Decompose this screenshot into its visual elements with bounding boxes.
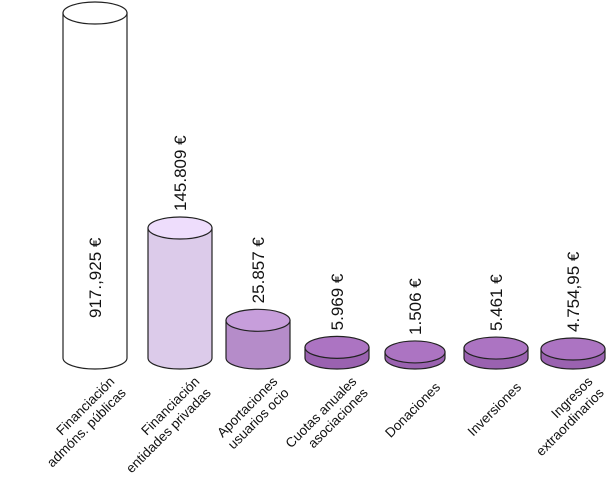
value-label: 25.857 € [249, 237, 268, 304]
cylinder-bar [384, 340, 446, 370]
category-label: Financiaciónentidades privadas [112, 374, 214, 476]
category-label: Inversiones [465, 379, 525, 439]
cylinder-body [147, 227, 213, 370]
value-label: 1.506 € [406, 278, 425, 335]
cylinder-top [384, 340, 446, 364]
value-labels-group: 917.,925 € 145.809 € 25.857 € 5.969 € 1.506 … [86, 135, 583, 335]
category-label: Cuotas anualesasociaciones [283, 374, 371, 462]
category-label: Financiaciónadmóns. públicas [33, 374, 129, 470]
bars-group [62, 1, 606, 370]
cylinder-top [540, 337, 606, 361]
cylinder-top [225, 308, 291, 332]
cylinder-bar [225, 308, 291, 370]
value-label: 5.969 € [328, 273, 347, 330]
cylinder-top [304, 335, 370, 359]
cylinder-bar [463, 336, 529, 370]
value-label: 5.461 € [487, 274, 506, 331]
cylinder-bar [147, 216, 213, 370]
cylinder-bar [540, 337, 606, 370]
cylinder-body [62, 12, 128, 370]
category-label: Aportacionesusuarios ocio [214, 374, 292, 452]
value-label: 145.809 € [171, 135, 190, 211]
cylinder-top [147, 216, 213, 240]
value-label: 917.,925 € [86, 237, 105, 318]
cylinder-top [62, 1, 128, 25]
value-label: 4.754,95 € [564, 251, 583, 332]
category-label: Ingresosextraordinarios [522, 374, 607, 459]
cylinder-bar [62, 1, 128, 370]
cylinder-top [463, 336, 529, 360]
cylinder-bar [304, 335, 370, 370]
category-label: Donaciones [382, 379, 443, 440]
category-labels-group: Financiaciónadmóns. públicas Financiación… [33, 374, 607, 476]
cylinder-body [225, 319, 291, 370]
